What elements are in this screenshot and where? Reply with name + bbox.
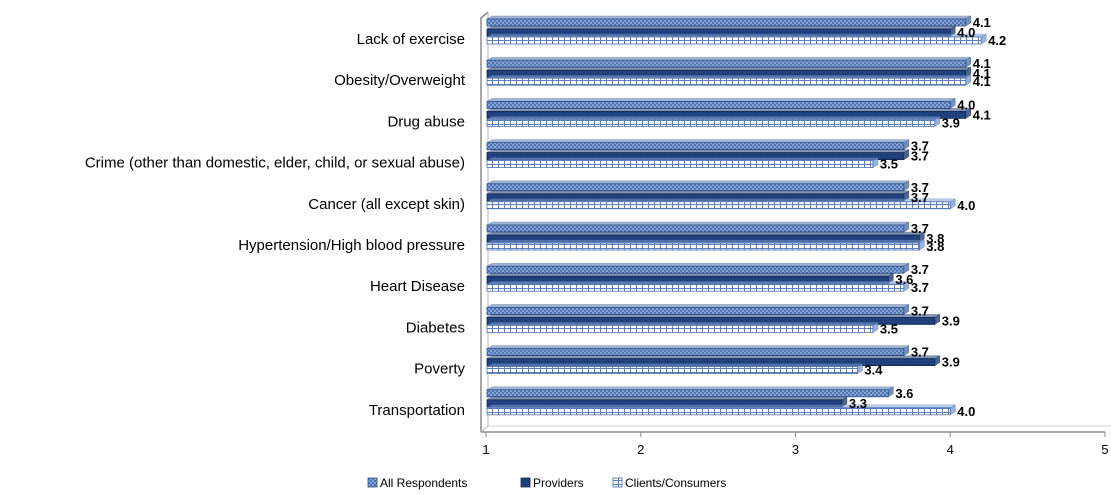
legend-swatch [520, 477, 531, 488]
data-label: 3.9 [942, 115, 960, 130]
data-label: 3.8 [926, 239, 944, 254]
data-label: 4.1 [973, 56, 991, 71]
legend-swatch [367, 477, 378, 488]
category-labels: Lack of exercise Obesity/Overweight Drug a… [85, 31, 466, 419]
data-label: 4.0 [957, 97, 975, 112]
data-label: 4.1 [973, 107, 991, 122]
data-label: 4.1 [973, 66, 991, 81]
data-label: 3.7 [911, 262, 929, 277]
x-tick-label: 5 [1101, 442, 1108, 457]
legend-label: Providers [533, 476, 584, 490]
data-label: 3.7 [911, 149, 929, 164]
bar [486, 386, 895, 398]
data-label: 3.7 [911, 303, 929, 318]
data-label: 3.6 [895, 386, 913, 401]
data-label: 3.5 [880, 321, 898, 336]
legend-label: Clients/Consumers [625, 476, 726, 490]
data-label: 3.7 [911, 139, 929, 154]
legend: All Respondents Providers Clients/Consumer… [367, 476, 726, 490]
bar [486, 107, 972, 119]
data-label: 3.9 [942, 313, 960, 328]
legend-item: Clients/Consumers [612, 476, 726, 490]
bar [486, 345, 910, 357]
data-label: 3.7 [911, 280, 929, 295]
category-label: Transportation [369, 402, 465, 419]
data-label: 3.6 [895, 272, 913, 287]
legend-swatch [612, 477, 623, 488]
legend-item: All Respondents [367, 476, 467, 490]
bar [486, 66, 972, 78]
data-label: 3.5 [880, 157, 898, 172]
bar [486, 239, 926, 251]
bar [486, 262, 910, 274]
data-label: 3.4 [864, 363, 883, 378]
x-tick-label: 2 [637, 442, 644, 457]
data-label: 3.9 [942, 355, 960, 370]
bar [486, 33, 988, 45]
bar [486, 139, 910, 151]
category-label: Lack of exercise [357, 31, 465, 48]
data-label: 3.3 [849, 396, 867, 411]
data-label: 3.7 [911, 345, 929, 360]
x-tick-label: 4 [947, 442, 954, 457]
bar [486, 355, 941, 367]
data-labels: 4.14.04.24.14.14.14.04.13.93.73.73.53.73… [849, 15, 1006, 419]
data-label: 4.2 [988, 33, 1006, 48]
legend-label: All Respondents [380, 476, 467, 490]
category-label: Poverty [414, 361, 465, 378]
data-label: 4.0 [957, 404, 975, 419]
data-label: 4.0 [957, 25, 975, 40]
bar [486, 363, 864, 375]
bars-group [486, 15, 988, 416]
data-label: 4.1 [973, 15, 991, 30]
category-label: Crime (other than domestic, elder, child… [85, 155, 465, 172]
bar [486, 15, 972, 27]
bar [486, 56, 972, 68]
bar [486, 404, 957, 416]
category-label: Hypertension/High blood pressure [238, 237, 465, 254]
bar [486, 321, 879, 333]
category-label: Diabetes [406, 319, 465, 336]
data-label: 3.7 [911, 180, 929, 195]
bar [486, 198, 957, 210]
x-tick-label: 3 [792, 442, 799, 457]
category-label: Drug abuse [387, 113, 465, 130]
bar [486, 157, 879, 169]
bar [486, 280, 910, 292]
x-tick-label: 1 [482, 442, 489, 457]
category-label: Cancer (all except skin) [308, 196, 465, 213]
x-tick-labels: 1 2 3 4 5 [482, 432, 1109, 457]
bar [486, 221, 910, 233]
category-label: Heart Disease [370, 278, 465, 295]
bar [486, 313, 941, 325]
data-label: 3.7 [911, 221, 929, 236]
data-label: 3.8 [926, 231, 944, 246]
legend-item: Providers [520, 476, 584, 490]
bar [486, 97, 957, 109]
bar [486, 115, 941, 127]
data-label: 3.7 [911, 190, 929, 205]
bar [486, 74, 972, 86]
data-label: 4.0 [957, 198, 975, 213]
category-label: Obesity/Overweight [334, 72, 466, 89]
bar [486, 303, 910, 315]
bar [486, 231, 926, 243]
bar [486, 396, 848, 408]
data-label: 4.1 [973, 74, 991, 89]
bar [486, 180, 910, 192]
